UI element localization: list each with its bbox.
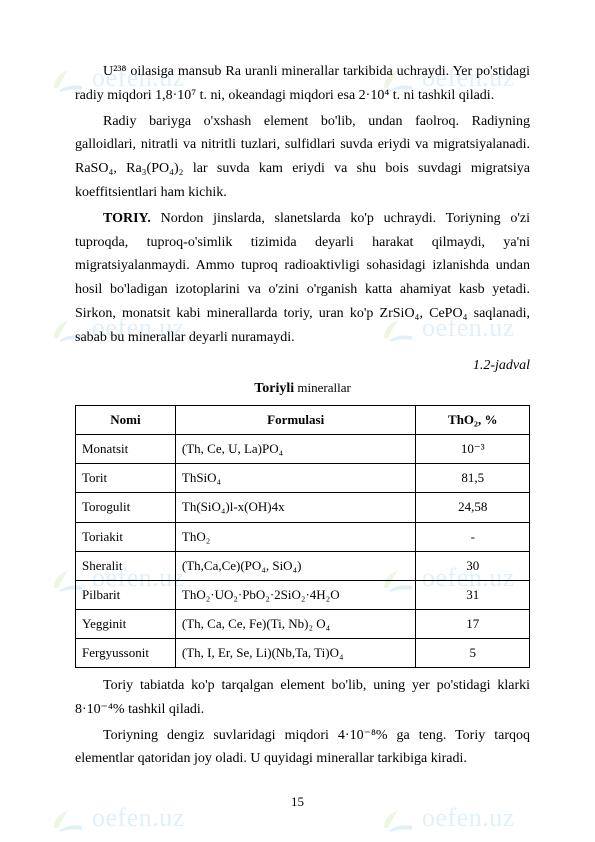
paragraph-1: U²³⁸ oilasiga mansub Ra uranli mineralla… [75, 60, 530, 108]
cell-tho2: 10⁻³ [416, 435, 530, 464]
minerals-table: Nomi Formulasi ThO₂, % Monatsit (Th, Ce,… [75, 405, 530, 668]
cell-tho2: 24,58 [416, 493, 530, 522]
table-header-row: Nomi Formulasi ThO₂, % [76, 406, 530, 435]
table-row: Sheralit (Th,Ca,Ce)(PO₄, SiO₄) 30 [76, 551, 530, 580]
cell-tho2: 81,5 [416, 464, 530, 493]
page-content: U²³⁸ oilasiga mansub Ra uranli mineralla… [0, 0, 595, 813]
table-row: Toriakit ThO₂ - [76, 522, 530, 551]
page-number: 15 [0, 794, 595, 810]
header-nomi: Nomi [76, 406, 176, 435]
cell-formula: ThSiO₄ [175, 464, 416, 493]
header-formulasi: Formulasi [175, 406, 416, 435]
cell-tho2: 31 [416, 580, 530, 609]
table-title-light: minerallar [294, 380, 351, 395]
table-row: Pilbarit ThO₂·UO₂·PbO₂·2SiO₂·4H₂O 31 [76, 580, 530, 609]
cell-formula: (Th, Ce, U, La)PO₄ [175, 435, 416, 464]
table-row: Yegginit (Th, Ca, Ce, Fe)(Ti, Nb)₂ O₄ 17 [76, 609, 530, 638]
cell-formula: Th(SiO₄)l-x(OH)4x [175, 493, 416, 522]
section-title-toriy: TORIY. [103, 211, 151, 226]
cell-nomi: Monatsit [76, 435, 176, 464]
cell-formula: (Th, I, Er, Se, Li)(Nb,Ta, Ti)O₄ [175, 638, 416, 667]
cell-nomi: Pilbarit [76, 580, 176, 609]
paragraph-3: TORIY. Nordon jinslarda, slanetslarda ko… [75, 207, 530, 350]
cell-tho2: 17 [416, 609, 530, 638]
paragraph-4: Toriy tabiatda ko'p tarqalgan element bo… [75, 674, 530, 722]
paragraph-3-body: Nordon jinslarda, slanetslarda ko'p uchr… [75, 211, 530, 345]
table-title-bold: Toriyli [254, 381, 294, 396]
cell-nomi: Sheralit [76, 551, 176, 580]
paragraph-5: Toriyning dengiz suvlaridagi miqdori 4·1… [75, 724, 530, 772]
table-row: Fergyussonit (Th, I, Er, Se, Li)(Nb,Ta, … [76, 638, 530, 667]
cell-formula: (Th,Ca,Ce)(PO₄, SiO₄) [175, 551, 416, 580]
table-caption: 1.2-jadval [75, 354, 530, 378]
cell-nomi: Yegginit [76, 609, 176, 638]
cell-nomi: Fergyussonit [76, 638, 176, 667]
cell-tho2: 30 [416, 551, 530, 580]
cell-tho2: 5 [416, 638, 530, 667]
table-row: Monatsit (Th, Ce, U, La)PO₄ 10⁻³ [76, 435, 530, 464]
cell-formula: (Th, Ca, Ce, Fe)(Ti, Nb)₂ O₄ [175, 609, 416, 638]
cell-tho2: - [416, 522, 530, 551]
table-row: Torit ThSiO₄ 81,5 [76, 464, 530, 493]
table-title: Toriyli minerallar [75, 377, 530, 401]
cell-nomi: Torogulit [76, 493, 176, 522]
table-row: Torogulit Th(SiO₄)l-x(OH)4x 24,58 [76, 493, 530, 522]
header-tho2: ThO₂, % [416, 406, 530, 435]
cell-nomi: Torit [76, 464, 176, 493]
table-body: Monatsit (Th, Ce, U, La)PO₄ 10⁻³ Torit T… [76, 435, 530, 668]
cell-formula: ThO₂ [175, 522, 416, 551]
cell-formula: ThO₂·UO₂·PbO₂·2SiO₂·4H₂O [175, 580, 416, 609]
paragraph-2: Radiy bariyga o'xshash element bo'lib, u… [75, 110, 530, 205]
cell-nomi: Toriakit [76, 522, 176, 551]
